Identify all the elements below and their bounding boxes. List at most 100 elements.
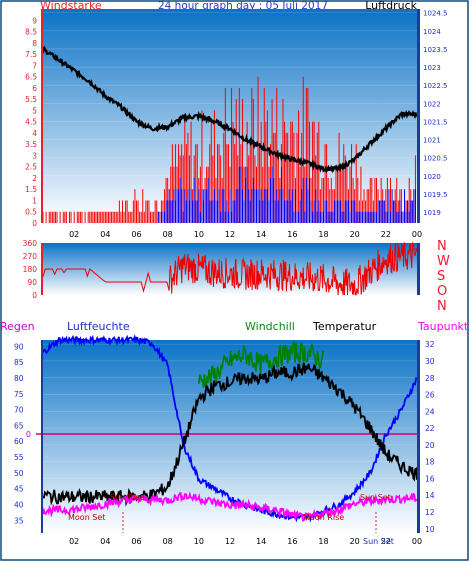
humidity-tick-label-1: 40 (14, 501, 24, 510)
wind-tick-label-5: 2.5 (25, 163, 37, 172)
wind-x-tick-0: 02 (69, 230, 79, 239)
humidity-axis-bar (41, 340, 43, 533)
wind-x-tick-10: 22 (381, 230, 391, 239)
wind-x-tick-11: 00 (412, 230, 422, 239)
wind-tick-label-10: 5 (32, 106, 37, 115)
temp-x-tick-6: 14 (256, 537, 266, 546)
wind-axis-bar (41, 9, 43, 223)
pressure-tick-label-8: 1023 (423, 64, 441, 72)
rain-tick-label-0: 0 (26, 430, 31, 439)
temp-tick-label-7: 24 (425, 407, 435, 416)
wind-tick-label-16: 8 (32, 39, 37, 48)
wind-x-tick-1: 04 (100, 230, 110, 239)
wind-tick-label-9: 4.5 (25, 118, 37, 127)
humidity-tick-label-11: 90 (14, 342, 24, 351)
temp-tick-label-8: 26 (425, 391, 435, 400)
title-regen: Regen (0, 320, 35, 333)
humidity-line (42, 334, 418, 523)
compass-n-top: N (437, 239, 447, 254)
wind-x-tick-3: 08 (163, 230, 173, 239)
moon-set-label: Moon Set (68, 513, 105, 522)
wind-series-group (41, 12, 418, 223)
direction-tick-label-3: 270 (23, 252, 38, 261)
compass-o: O (437, 284, 447, 299)
wind-x-tick-7: 16 (287, 230, 297, 239)
temp-x-tick-1: 04 (100, 537, 110, 546)
wind-x-tick-4: 10 (194, 230, 204, 239)
wind-tick-label-4: 2 (32, 174, 37, 183)
direction-axis-bar (41, 243, 43, 295)
humidity-tick-label-3: 50 (14, 469, 24, 478)
pressure-tick-label-2: 1020 (423, 173, 441, 181)
sun-set-axis-label: Sun Set (363, 537, 394, 546)
pressure-tick-label-0: 1019 (423, 209, 441, 217)
dewpoint-line (42, 491, 418, 522)
pressure-line (41, 45, 418, 174)
wind-x-tick-8: 18 (318, 230, 328, 239)
pressure-tick-label-6: 1022 (423, 100, 441, 108)
wind-tick-label-14: 7 (32, 61, 37, 70)
temp-x-tick-11: 00 (412, 537, 422, 546)
temp-x-tick-4: 10 (194, 537, 204, 546)
direction-tick-label-2: 180 (23, 265, 38, 274)
wind-tick-label-6: 3 (32, 151, 37, 160)
temp-x-tick-7: 16 (287, 537, 297, 546)
temp-x-tick-10: 22 (381, 537, 391, 546)
wind-tick-label-13: 6.5 (25, 73, 37, 82)
humidity-tick-label-7: 70 (14, 406, 24, 415)
pressure-tick-label-7: 1022.5 (423, 82, 448, 90)
pressure-tick-label-5: 1021.5 (423, 118, 448, 126)
wind-x-tick-9: 20 (350, 230, 360, 239)
title-dewpoint: Taupunkt (417, 320, 469, 333)
temp-axis-bar (417, 340, 420, 533)
temp-tick-label-11: 32 (425, 340, 435, 349)
wind-tick-label-11: 5.5 (25, 95, 37, 104)
pressure-tick-label-4: 1021 (423, 137, 441, 145)
title-humidity: Luftfeuchte (67, 320, 130, 333)
humidity-tick-label-10: 85 (14, 358, 24, 367)
direction-tick-label-1: 90 (27, 278, 37, 287)
wind-tick-label-3: 1.5 (25, 185, 37, 194)
wind-x-tick-5: 12 (225, 230, 235, 239)
temp-tick-label-6: 22 (425, 424, 435, 433)
wind-x-tick-2: 06 (131, 230, 141, 239)
pressure-tick-label-9: 1023.5 (423, 46, 448, 54)
wind-direction-line (42, 241, 418, 296)
direction-tick-label-4: 360 (23, 239, 38, 248)
temp-x-tick-3: 08 (163, 537, 173, 546)
humidity-tick-label-4: 55 (14, 453, 24, 462)
temp-x-tick-2: 06 (131, 537, 141, 546)
temp-tick-label-3: 16 (425, 474, 435, 483)
pressure-tick-label-10: 1024 (423, 28, 441, 36)
pressure-tick-label-3: 1020.5 (423, 155, 448, 163)
temp-x-tick-9: 20 (350, 537, 360, 546)
temp-tick-label-4: 18 (425, 458, 435, 467)
humidity-tick-label-0: 35 (14, 516, 24, 525)
wind-tick-label-15: 7.5 (25, 50, 37, 59)
moon-rise-label: Moon Rise (303, 513, 344, 522)
humidity-tick-label-5: 60 (14, 437, 24, 446)
direction-tick-label-0: 0 (32, 291, 37, 300)
sun-set-label: Sun Set (360, 493, 391, 502)
axes-group: 00.511.522.533.544.555.566.577.588.59101… (14, 10, 448, 546)
wind-tick-label-18: 9 (32, 16, 37, 25)
direction-series-group (42, 241, 418, 296)
temp-x-tick-0: 02 (69, 537, 79, 546)
sun-rise-label: Sun Rise (110, 493, 145, 502)
temp-tick-label-1: 12 (425, 508, 435, 517)
temp-x-tick-5: 12 (225, 537, 235, 546)
pressure-tick-label-1: 1019.5 (423, 191, 448, 199)
humidity-tick-label-8: 75 (14, 390, 24, 399)
wind-tick-label-7: 3.5 (25, 140, 37, 149)
pressure-tick-label-11: 1024.5 (423, 10, 448, 18)
wind-tick-label-2: 1 (32, 196, 37, 205)
wind-tick-label-8: 4 (32, 129, 37, 138)
humidity-tick-label-6: 65 (14, 421, 24, 430)
temp-tick-label-0: 10 (425, 525, 435, 534)
humidity-tick-label-2: 45 (14, 485, 24, 494)
humidity-tick-label-9: 80 (14, 374, 24, 383)
temp-tick-label-2: 14 (425, 491, 435, 500)
compass-s: S (437, 269, 445, 284)
